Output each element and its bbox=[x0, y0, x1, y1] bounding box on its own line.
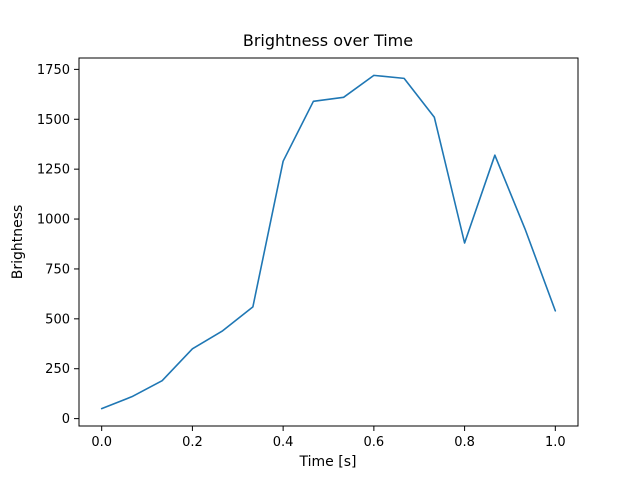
y-tick-label: 1750 bbox=[37, 63, 70, 78]
x-tick-label: 0.0 bbox=[91, 435, 112, 450]
x-tick-label: 0.4 bbox=[273, 435, 294, 450]
chart-title: Brightness over Time bbox=[243, 31, 413, 50]
y-tick-label: 1500 bbox=[37, 113, 70, 128]
y-axis-label: Brightness bbox=[10, 205, 26, 280]
x-tick-label: 0.6 bbox=[364, 435, 385, 450]
x-axis-label: Time [s] bbox=[299, 454, 357, 470]
y-tick-label: 250 bbox=[45, 362, 70, 377]
x-axis-ticks: 0.0 0.2 0.4 0.6 0.8 1.0 bbox=[91, 426, 566, 450]
axes-spines bbox=[78, 57, 579, 427]
y-tick-label: 0 bbox=[62, 412, 70, 427]
y-tick-label: 1000 bbox=[37, 213, 70, 228]
x-tick-label: 1.0 bbox=[545, 435, 566, 450]
data-line-series bbox=[100, 74, 557, 410]
y-tick-label: 1250 bbox=[37, 163, 70, 178]
y-tick-label: 500 bbox=[45, 312, 70, 327]
y-axis-ticks: 0 250 500 750 1000 1250 1500 1750 bbox=[37, 63, 79, 427]
plot-area: 0.0 0.2 0.4 0.6 0.8 1.0 0 250 500 750 1000 1250 1500… bbox=[37, 57, 579, 450]
y-tick-label: 750 bbox=[45, 262, 70, 277]
x-tick-label: 0.2 bbox=[182, 435, 203, 450]
x-tick-label: 0.8 bbox=[454, 435, 475, 450]
